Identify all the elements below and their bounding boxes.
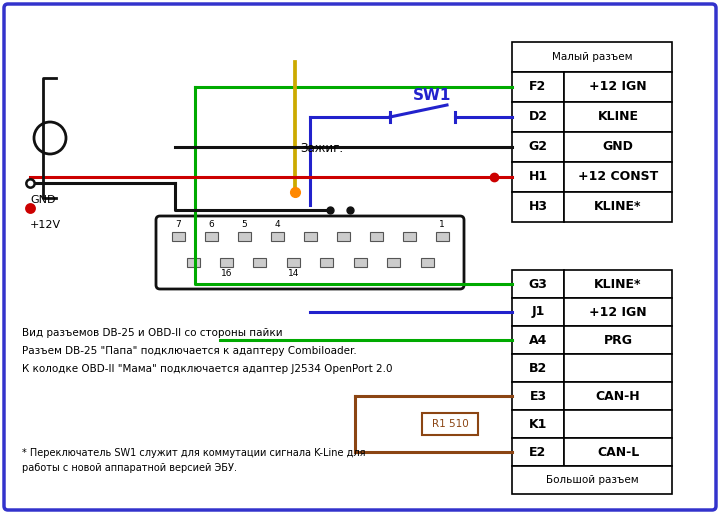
Bar [512, 382, 564, 410]
Text: KLINE: KLINE [598, 111, 639, 123]
Bar [304, 232, 317, 241]
Bar [320, 258, 333, 267]
Text: К колодке OBD-II "Мама" подключается адаптер J2534 OpenPort 2.0: К колодке OBD-II "Мама" подключается ада… [22, 364, 392, 374]
Bar [369, 232, 382, 241]
Text: +12V: +12V [30, 220, 61, 230]
Text: 6: 6 [208, 220, 214, 229]
Bar [354, 258, 366, 267]
Bar [171, 232, 184, 241]
Text: SW1: SW1 [413, 87, 451, 102]
Text: E2: E2 [529, 446, 546, 458]
Bar [512, 326, 564, 354]
Text: G2: G2 [528, 140, 547, 154]
Text: Разъем DB-25 "Папа" подключается к адаптеру Combiloader.: Разъем DB-25 "Папа" подключается к адапт… [22, 346, 356, 356]
Text: * Переключатель SW1 служит для коммутации сигнала K-Line для: * Переключатель SW1 служит для коммутаци… [22, 448, 366, 458]
Text: R1 510: R1 510 [431, 419, 469, 429]
Bar [336, 232, 349, 241]
Bar [271, 232, 284, 241]
Text: +12 CONST: +12 CONST [578, 171, 658, 183]
Text: 16: 16 [220, 269, 232, 278]
Text: KLINE*: KLINE* [594, 278, 642, 290]
Text: Малый разъем: Малый разъем [552, 52, 632, 62]
Bar [287, 258, 300, 267]
Bar [564, 162, 672, 192]
Text: PRG: PRG [603, 334, 632, 346]
Text: KLINE*: KLINE* [594, 200, 642, 213]
Bar [512, 438, 564, 466]
Text: J1: J1 [531, 305, 545, 319]
Bar [512, 298, 564, 326]
Text: 1: 1 [439, 220, 445, 229]
Text: G3: G3 [528, 278, 547, 290]
Bar [564, 354, 672, 382]
Text: GND: GND [603, 140, 634, 154]
Bar [387, 258, 400, 267]
Bar [420, 258, 433, 267]
Bar [512, 162, 564, 192]
Bar [564, 270, 672, 298]
FancyBboxPatch shape [156, 216, 464, 289]
Bar [564, 132, 672, 162]
Text: H1: H1 [528, 171, 548, 183]
Bar [253, 258, 266, 267]
Bar [512, 102, 564, 132]
Text: Большой разъем: Большой разъем [546, 475, 639, 485]
Text: A4: A4 [528, 334, 547, 346]
Text: 7: 7 [175, 220, 181, 229]
Bar [186, 258, 199, 267]
Bar [564, 410, 672, 438]
Bar [564, 298, 672, 326]
Text: 4: 4 [274, 220, 280, 229]
Bar [204, 232, 217, 241]
Bar [422, 413, 478, 435]
Bar [512, 270, 564, 298]
Text: H3: H3 [528, 200, 547, 213]
Text: 14: 14 [287, 269, 299, 278]
Bar [402, 232, 415, 241]
Bar [564, 326, 672, 354]
Text: E3: E3 [529, 390, 546, 402]
Bar [564, 72, 672, 102]
Bar [238, 232, 251, 241]
Text: Зажиг.: Зажиг. [300, 141, 343, 155]
Text: CAN-L: CAN-L [597, 446, 639, 458]
Text: Вид разъемов DB-25 и OBD-II со стороны пайки: Вид разъемов DB-25 и OBD-II со стороны п… [22, 328, 283, 338]
Text: GND: GND [30, 195, 55, 205]
Bar [564, 438, 672, 466]
Bar [436, 232, 449, 241]
Text: +12 IGN: +12 IGN [589, 81, 647, 94]
Text: D2: D2 [528, 111, 547, 123]
Bar [564, 382, 672, 410]
Text: F2: F2 [529, 81, 546, 94]
Bar [512, 466, 672, 494]
Bar [512, 72, 564, 102]
Text: +12 IGN: +12 IGN [589, 305, 647, 319]
Bar [220, 258, 233, 267]
Text: B2: B2 [529, 361, 547, 375]
Bar [512, 410, 564, 438]
Bar [512, 192, 564, 222]
Text: CAN-H: CAN-H [595, 390, 640, 402]
FancyBboxPatch shape [4, 4, 716, 510]
Bar [512, 42, 672, 72]
Text: работы с новой аппаратной версией ЭБУ.: работы с новой аппаратной версией ЭБУ. [22, 463, 237, 473]
Bar [564, 102, 672, 132]
Bar [564, 192, 672, 222]
Text: 5: 5 [241, 220, 247, 229]
Bar [512, 354, 564, 382]
Bar [512, 132, 564, 162]
Text: K1: K1 [528, 417, 547, 431]
